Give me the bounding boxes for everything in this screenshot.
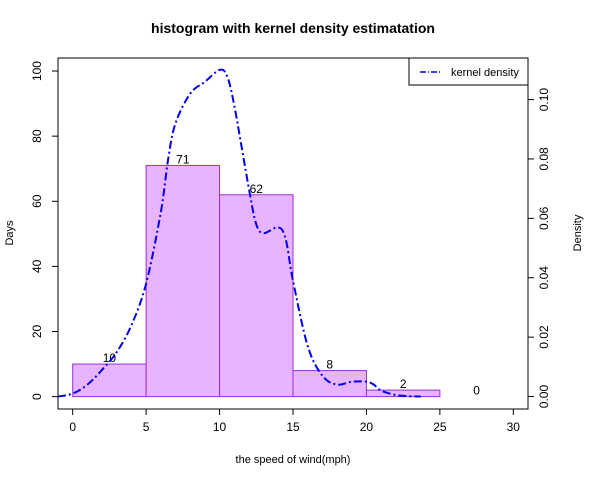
kernel-density-line	[57, 68, 421, 398]
y2-tick-label: 0.08	[537, 147, 551, 171]
y-axis-left: 0 20 40 60 80 100	[30, 61, 59, 400]
bar-labels-group: 10 71 62 8 2 0	[103, 152, 481, 397]
bar-count-label: 62	[250, 182, 264, 196]
y-tick-label: 40	[30, 259, 44, 273]
y-axis-title: Days	[4, 220, 16, 246]
density-layer	[57, 68, 421, 398]
x-tick-label: 15	[286, 420, 300, 434]
x-axis-title: the speed of wind(mph)	[236, 454, 351, 466]
bars-group	[72, 164, 441, 398]
y2-tick-label: 0.10	[537, 88, 551, 112]
x-tick-label: 30	[507, 420, 521, 434]
y2-tick-label: 0.02	[537, 325, 551, 349]
histogram-bar	[145, 164, 221, 398]
x-tick-label: 0	[69, 420, 76, 434]
x-axis: 0 5 10 15 20 25 30	[69, 408, 521, 434]
y2-tick-label: 0.04	[537, 266, 551, 290]
histogram-bar	[292, 370, 367, 398]
x-tick-label: 5	[143, 420, 150, 434]
bar-count-label: 2	[400, 377, 407, 391]
y2-tick-label: 0.06	[537, 206, 551, 230]
legend-label: kernel density	[451, 67, 519, 79]
x-tick-label: 20	[360, 420, 374, 434]
histogram-bar	[72, 363, 147, 398]
bar-count-label: 10	[103, 351, 117, 365]
bar-count-label: 8	[326, 358, 333, 372]
y-tick-label: 60	[30, 194, 44, 208]
y-tick-label: 80	[30, 129, 44, 143]
y-tick-label: 20	[30, 325, 44, 339]
x-tick-label: 10	[213, 420, 227, 434]
bar-count-label: 0	[473, 384, 480, 398]
bar-count-label: 71	[176, 152, 190, 166]
y2-axis-title: Density	[572, 214, 584, 251]
y2-tick-label: 0.00	[537, 385, 551, 409]
y-tick-label: 100	[30, 61, 44, 81]
x-tick-label: 25	[433, 420, 447, 434]
chart-title: histogram with kernel density estimatati…	[151, 20, 435, 36]
y-axis-right: 0.00 0.02 0.04 0.06 0.08 0.10	[527, 88, 551, 409]
y-tick-label: 0	[30, 393, 44, 400]
legend: kernel density	[408, 57, 529, 86]
